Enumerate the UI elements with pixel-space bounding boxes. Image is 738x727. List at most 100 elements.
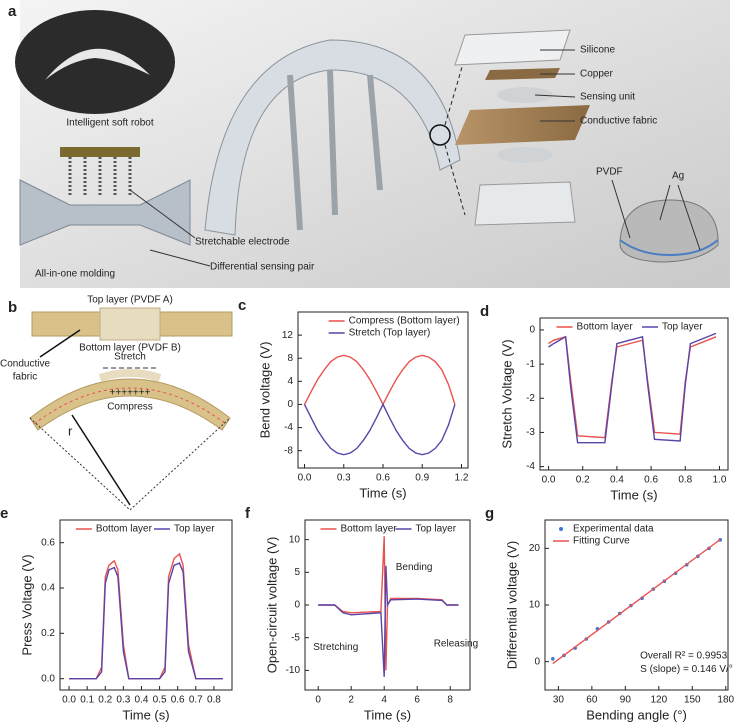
label: fabric — [13, 372, 37, 383]
y-tick-label: 20 — [529, 543, 541, 554]
y-tick-label: 0.6 — [41, 537, 55, 548]
x-tick-label: 0.6 — [376, 473, 390, 484]
annotation: S (slope) = 0.146 V/° — [640, 664, 733, 675]
x-axis-label: Time (s) — [359, 485, 406, 500]
label: Silicone — [580, 45, 615, 56]
x-axis-label: Time (s) — [122, 707, 169, 722]
ag-disk — [619, 199, 719, 263]
electrode-head — [60, 147, 140, 157]
y-tick-label: 0.4 — [41, 583, 55, 594]
pointer — [659, 184, 671, 221]
x-axis-label: Bending angle (°) — [586, 707, 687, 722]
x-tick-label: 0.6 — [171, 695, 185, 706]
label: Stretchable electrode — [195, 237, 290, 248]
x-tick-label: 0.6 — [644, 475, 658, 486]
panel-letter: e — [0, 505, 8, 522]
y-axis-label: Differential voltage (V) — [504, 541, 519, 669]
y-tick-label: -3 — [526, 427, 535, 438]
legend-swatch — [559, 527, 563, 531]
label: Copper — [580, 69, 613, 80]
label: Conductive — [0, 359, 50, 370]
data-point — [551, 657, 555, 661]
annotation: Overall R² = 0.9953 — [640, 651, 727, 662]
robot-photo — [15, 10, 175, 114]
panel-letter: a — [8, 3, 17, 20]
legend-label: Stretch (Top layer) — [349, 328, 431, 339]
panel-letter: g — [485, 505, 494, 522]
x-tick-label: 0.0 — [62, 695, 76, 706]
legend-label: Fitting Curve — [573, 536, 630, 547]
y-tick-label: -2 — [526, 393, 535, 404]
x-tick-label: 180 — [717, 695, 734, 706]
x-tick-label: 2 — [348, 695, 354, 706]
label: Conductive fabric — [580, 116, 657, 127]
layer-fabric — [455, 105, 590, 145]
x-tick-label: 120 — [650, 695, 667, 706]
layer-copper — [485, 68, 560, 80]
label: Top layer (PVDF A) — [87, 295, 173, 306]
x-tick-label: 0.8 — [678, 475, 692, 486]
x-tick-label: 0.3 — [116, 695, 130, 706]
y-tick-label: 5 — [294, 567, 300, 578]
label: Stretch — [114, 352, 146, 363]
y-tick-label: 12 — [282, 330, 294, 341]
x-tick-label: 0.9 — [415, 473, 429, 484]
label: Sensing unit — [580, 92, 635, 103]
x-tick-label: 30 — [553, 695, 565, 706]
label: All-in-one molding — [35, 269, 115, 280]
annotation: Bending — [396, 562, 433, 573]
x-tick-label: 0.4 — [135, 695, 149, 706]
series-line — [318, 565, 459, 677]
x-tick-label: 0.1 — [80, 695, 94, 706]
y-tick-label: 0.2 — [41, 628, 55, 639]
x-tick-label: 0.0 — [298, 473, 312, 484]
series-line — [552, 538, 721, 665]
radius-arrow — [71, 414, 131, 506]
pvdf-stack — [99, 307, 161, 341]
layer-silicone — [454, 29, 571, 66]
legend-label: Experimental data — [573, 524, 654, 535]
label: Intelligent soft robot — [66, 118, 153, 129]
x-tick-label: 0.0 — [542, 475, 556, 486]
annotation: Releasing — [434, 639, 478, 650]
series-line — [69, 562, 223, 680]
x-tick-label: 0.3 — [337, 473, 351, 484]
series-line — [303, 354, 456, 406]
y-tick-label: -5 — [291, 632, 300, 643]
pointer — [677, 184, 701, 251]
y-tick-label: 0.0 — [41, 673, 55, 684]
x-tick-label: 8 — [447, 695, 453, 706]
x-tick-label: 0.2 — [576, 475, 590, 486]
x-tick-label: 1.2 — [455, 473, 469, 484]
series-line — [548, 335, 717, 439]
x-tick-label: 0.5 — [153, 695, 167, 706]
x-tick-label: 0.7 — [189, 695, 203, 706]
label: Bottom layer (PVDF B) — [79, 343, 181, 354]
legend-label: Bottom layer — [577, 322, 634, 333]
device-arch — [204, 39, 461, 236]
mold — [19, 179, 191, 246]
y-tick-label: -10 — [286, 665, 301, 676]
x-tick-label: 0.4 — [610, 475, 624, 486]
y-tick-label: 4 — [287, 376, 293, 387]
y-tick-label: 10 — [529, 600, 541, 611]
x-tick-label: 4 — [381, 695, 387, 706]
arch-ribs — [287, 69, 383, 231]
label: PVDF — [596, 167, 623, 178]
series-line — [69, 552, 223, 680]
legend-label: Top layer — [662, 322, 703, 333]
y-axis-label: Open-circuit voltage (V) — [264, 537, 279, 674]
x-tick-label: 0.2 — [98, 695, 112, 706]
y-tick-label: -4 — [284, 422, 293, 433]
pointer — [129, 189, 196, 239]
x-tick-label: 0.8 — [207, 695, 221, 706]
pointer — [534, 94, 576, 98]
layer-sensing — [497, 87, 553, 103]
panel-letter: b — [8, 299, 17, 316]
label: r — [68, 423, 73, 438]
x-tick-label: 90 — [620, 695, 632, 706]
radius-lines — [29, 417, 231, 511]
layer-bottom — [474, 181, 576, 226]
plot-frame — [539, 317, 729, 471]
